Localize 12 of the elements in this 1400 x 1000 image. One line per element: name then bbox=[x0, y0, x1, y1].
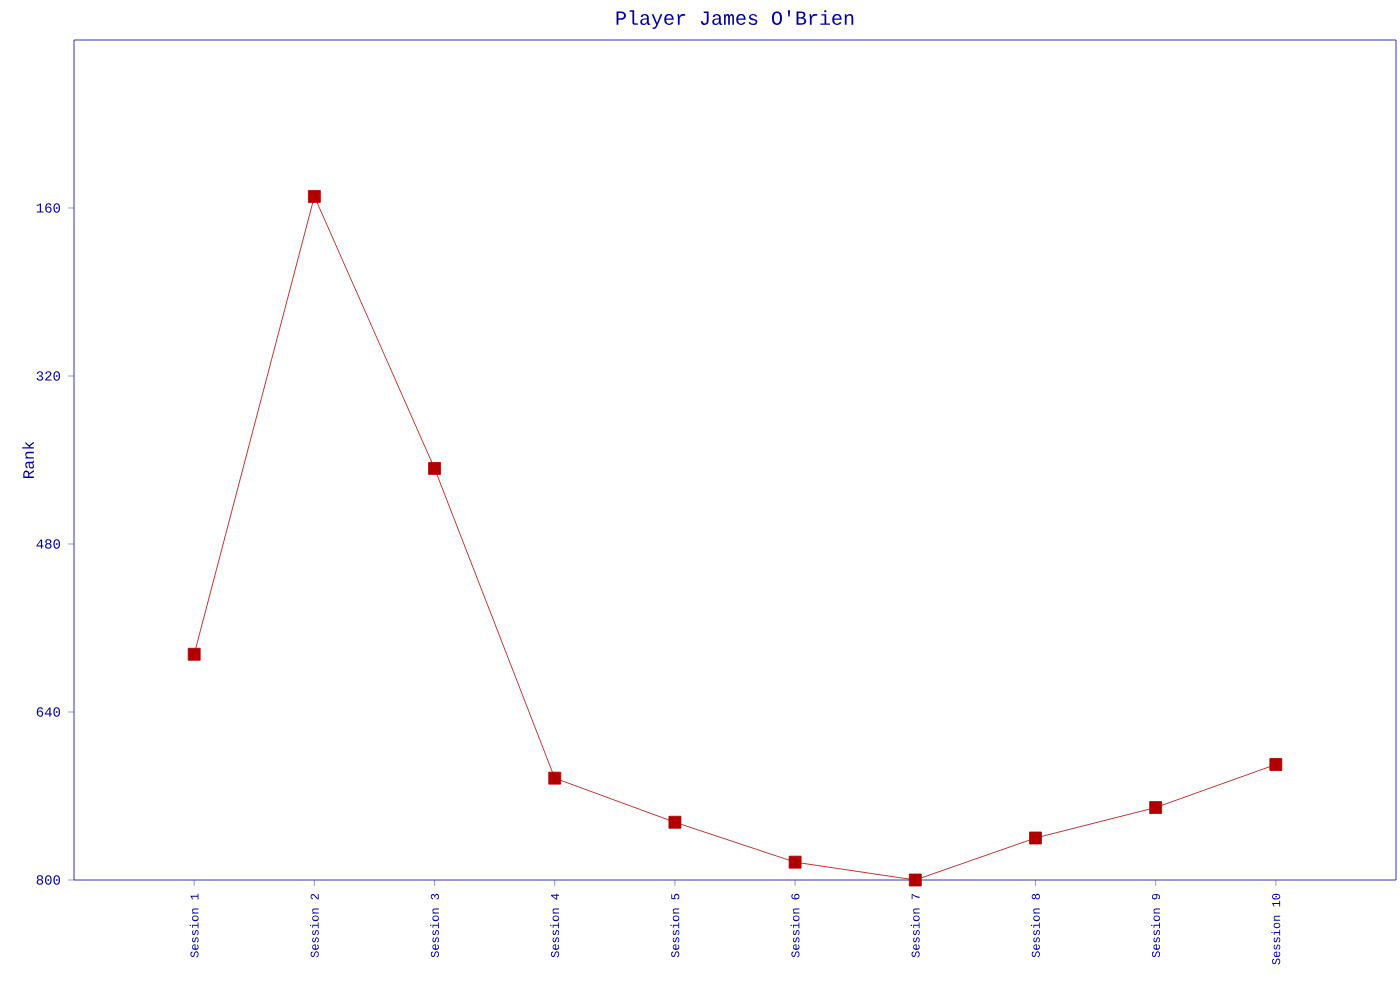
point bbox=[908, 873, 922, 887]
point bbox=[428, 462, 441, 475]
point bbox=[668, 815, 682, 829]
y-axis-title: Rank bbox=[22, 441, 34, 478]
chart-title: Player James O'Brien bbox=[616, 10, 854, 29]
point bbox=[187, 647, 201, 661]
point bbox=[548, 771, 562, 785]
point bbox=[1269, 758, 1283, 771]
point bbox=[307, 190, 321, 203]
point bbox=[1029, 831, 1042, 845]
point bbox=[788, 855, 802, 869]
point bbox=[1149, 801, 1163, 814]
